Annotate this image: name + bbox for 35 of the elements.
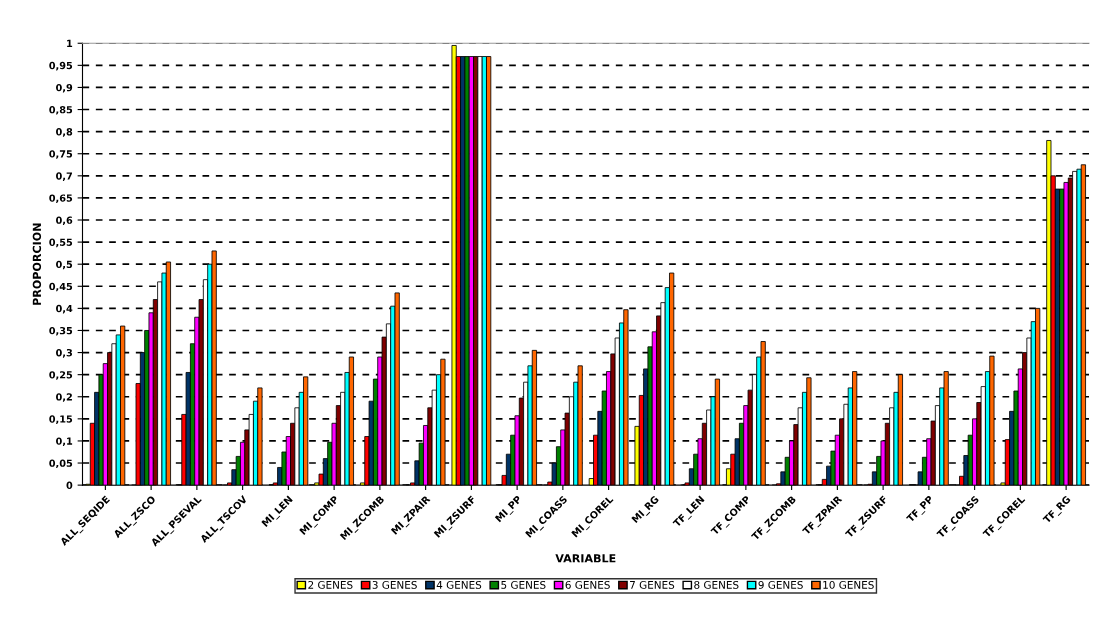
y-tick-label: 0,65 [49, 194, 73, 203]
y-tick-label: 0,6 [56, 216, 73, 226]
y-tick-label: 0 [66, 481, 73, 489]
legend-label: 5 GENES [501, 580, 546, 589]
y-tick-label: 0,75 [49, 150, 73, 159]
y-tick-label: 0,3 [56, 349, 73, 358]
y-tick-label: 1 [67, 39, 73, 47]
y-tick-label: 0,7 [56, 172, 73, 181]
y-axis-title: PROPORCION [32, 223, 42, 305]
legend-label: 3 GENES [372, 580, 417, 589]
legend-label: 7 GENES [630, 580, 675, 589]
bar [1076, 168, 1082, 486]
y-tick-label: 0,8 [56, 128, 73, 137]
y-tick-label: 0,95 [49, 61, 73, 71]
y-tick-label: 0,15 [49, 415, 73, 424]
y-tick-label: 0,55 [49, 238, 73, 248]
y-tick-label: 0,4 [56, 304, 73, 314]
x-axis-title: VARIABLE [555, 554, 616, 563]
legend-label: 10 GENES [823, 580, 874, 589]
legend-label: 4 GENES [436, 580, 482, 589]
bar [477, 56, 483, 486]
legend-label: 8 GENES [694, 580, 739, 589]
y-tick-label: 0,35 [49, 326, 73, 336]
y-tick-label: 0,1 [56, 437, 73, 447]
y-tick-label: 0,9 [56, 83, 73, 93]
legend-label: 2 GENES [308, 580, 353, 589]
y-tick-label: 0,5 [56, 260, 73, 270]
legend-label: 9 GENES [758, 580, 803, 589]
y-tick-label: 0,45 [49, 282, 73, 292]
y-tick-label: 0,25 [49, 371, 73, 380]
y-tick-label: 0,2 [56, 393, 72, 402]
bar [464, 56, 470, 486]
y-tick-label: 0,85 [49, 106, 73, 115]
legend-label: 6 GENES [565, 580, 610, 589]
y-tick-label: 0,05 [49, 459, 73, 469]
